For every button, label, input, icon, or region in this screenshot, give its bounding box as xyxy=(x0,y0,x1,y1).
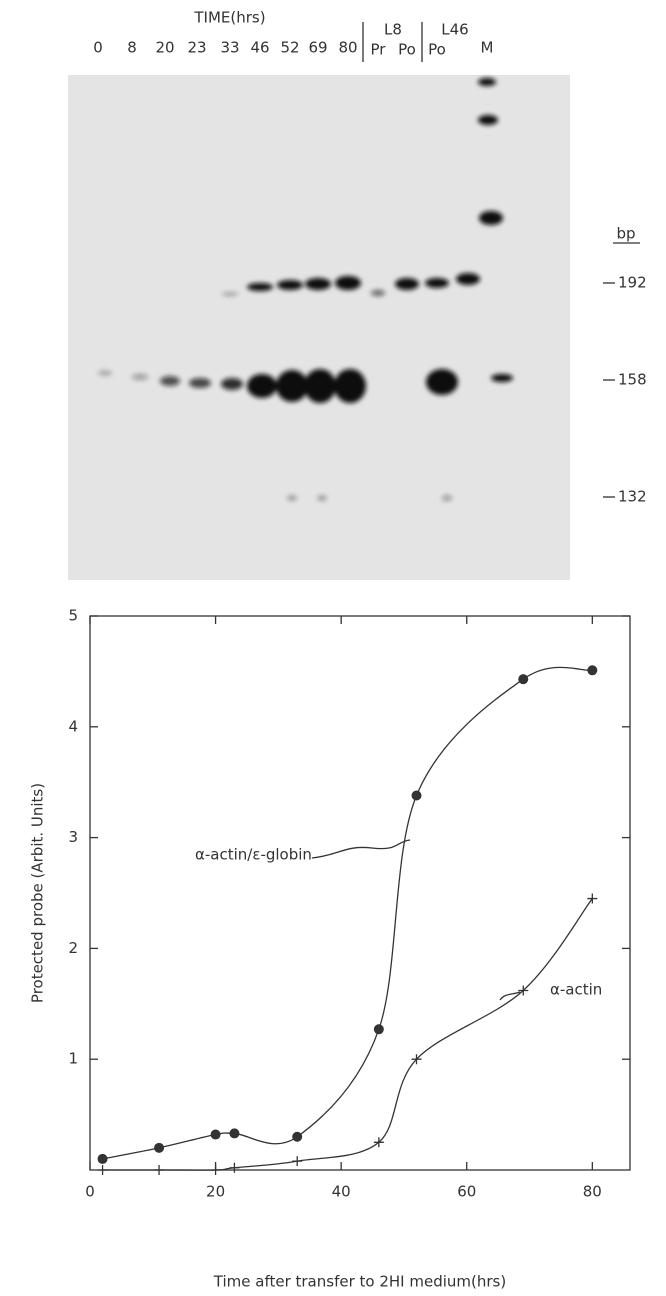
point xyxy=(154,1142,165,1153)
point xyxy=(154,1165,165,1175)
lane-label: 23 xyxy=(187,39,206,57)
point xyxy=(411,1054,422,1065)
x-tick-label: 80 xyxy=(583,1183,602,1201)
y-tick-label: 3 xyxy=(68,828,78,846)
point xyxy=(411,790,422,801)
point xyxy=(97,1153,108,1164)
x-axis-label: Time after transfer to 2HI medium(hrs) xyxy=(213,1273,506,1291)
size-label: 158 xyxy=(618,371,647,389)
y-axis-label: Protected probe (Arbit. Units) xyxy=(29,783,47,1003)
y-tick-label: 1 xyxy=(68,1050,78,1068)
lane-label: 69 xyxy=(308,39,327,57)
plot xyxy=(89,615,631,1171)
marker-lane-label: M xyxy=(481,39,494,57)
point xyxy=(518,674,529,685)
point xyxy=(210,1165,221,1175)
x-tick-label: 60 xyxy=(457,1183,476,1201)
annotation-leader xyxy=(311,839,411,859)
size-label: 132 xyxy=(618,488,647,506)
y-tick-label: 2 xyxy=(68,939,78,957)
gel-background xyxy=(68,75,570,580)
point xyxy=(292,1131,303,1142)
lane-label: 20 xyxy=(155,39,174,57)
point xyxy=(210,1129,221,1140)
y-tick-label: 4 xyxy=(68,717,78,735)
lane-label: 80 xyxy=(338,39,357,57)
time-label: TIME(hrs) xyxy=(193,9,265,27)
lane-label: 52 xyxy=(280,39,299,57)
x-tick-label: 20 xyxy=(206,1183,225,1201)
point xyxy=(373,1024,384,1035)
point xyxy=(229,1162,240,1173)
point xyxy=(587,665,598,676)
gel xyxy=(68,22,640,580)
series-label: α-actin xyxy=(550,981,602,999)
point xyxy=(292,1156,303,1167)
size-unit-label: bp xyxy=(616,225,635,243)
lane-label: Pr xyxy=(371,41,387,59)
x-tick-label: 40 xyxy=(332,1183,351,1201)
lane-label: Po xyxy=(428,41,446,59)
y-tick-label: 5 xyxy=(68,607,78,625)
point xyxy=(229,1128,240,1139)
group-label: L46 xyxy=(441,21,468,39)
x-tick-label: 0 xyxy=(85,1183,95,1201)
lane-label: 8 xyxy=(127,39,137,57)
group-label: L8 xyxy=(384,21,402,39)
curve xyxy=(102,666,593,1160)
lane-label: 33 xyxy=(220,39,239,57)
lane-label: Po xyxy=(398,41,416,59)
size-label: 192 xyxy=(618,274,647,292)
point xyxy=(373,1137,384,1148)
plot-frame xyxy=(89,615,631,1171)
lane-label: 0 xyxy=(93,39,103,57)
lane-label: 46 xyxy=(250,39,269,57)
gel-bands xyxy=(98,78,513,501)
annotation-leader xyxy=(499,991,521,1001)
point xyxy=(518,985,529,996)
curve xyxy=(102,898,593,1171)
point xyxy=(97,1165,108,1175)
series-label: α-actin/ε-globin xyxy=(195,846,312,864)
point xyxy=(587,893,598,904)
